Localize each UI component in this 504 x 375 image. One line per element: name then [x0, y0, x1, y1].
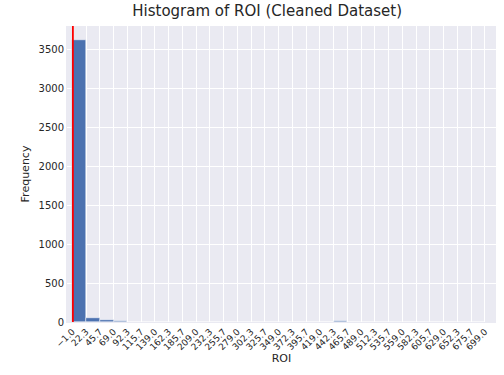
svg-text:3000: 3000	[39, 83, 64, 94]
svg-text:629.0: 629.0	[423, 327, 448, 352]
svg-text:2500: 2500	[39, 122, 64, 133]
svg-text:Frequency: Frequency	[19, 145, 32, 202]
svg-text:500: 500	[45, 278, 64, 289]
svg-text:22.3: 22.3	[69, 327, 90, 348]
svg-text:Histogram of ROI (Cleaned Data: Histogram of ROI (Cleaned Dataset)	[132, 2, 402, 20]
svg-text:ROI: ROI	[272, 352, 292, 365]
svg-text:349.0: 349.0	[258, 327, 283, 352]
svg-text:699.0: 699.0	[464, 327, 489, 352]
svg-text:115.7: 115.7	[120, 327, 145, 352]
svg-text:3500: 3500	[39, 44, 64, 55]
svg-text:582.3: 582.3	[395, 327, 420, 352]
svg-text:302.3: 302.3	[230, 327, 255, 352]
svg-text:1000: 1000	[39, 239, 64, 250]
svg-text:232.3: 232.3	[189, 327, 214, 352]
svg-text:395.7: 395.7	[285, 327, 310, 352]
svg-text:1500: 1500	[39, 200, 64, 211]
svg-text:162.3: 162.3	[148, 327, 173, 352]
svg-text:−1.0: −1.0	[54, 327, 77, 350]
svg-text:535.7: 535.7	[368, 327, 393, 352]
svg-text:279.0: 279.0	[217, 327, 242, 352]
svg-text:489.0: 489.0	[340, 327, 365, 352]
svg-text:419.0: 419.0	[299, 327, 324, 352]
svg-text:675.7: 675.7	[450, 327, 475, 352]
svg-text:185.7: 185.7	[162, 327, 187, 352]
svg-text:559.0: 559.0	[382, 327, 407, 352]
svg-text:69.0: 69.0	[97, 327, 118, 348]
svg-text:605.7: 605.7	[409, 327, 434, 352]
svg-text:45.7: 45.7	[83, 327, 104, 348]
svg-text:512.3: 512.3	[354, 327, 379, 352]
svg-text:209.0: 209.0	[175, 327, 200, 352]
svg-text:325.7: 325.7	[244, 327, 269, 352]
svg-text:442.3: 442.3	[313, 327, 338, 352]
svg-text:139.0: 139.0	[134, 327, 159, 352]
svg-text:0: 0	[58, 317, 64, 328]
svg-text:92.3: 92.3	[111, 327, 132, 348]
svg-text:2000: 2000	[39, 161, 64, 172]
svg-text:372.3: 372.3	[272, 327, 297, 352]
svg-text:465.7: 465.7	[327, 327, 352, 352]
svg-text:652.3: 652.3	[437, 327, 462, 352]
svg-text:255.7: 255.7	[203, 327, 228, 352]
